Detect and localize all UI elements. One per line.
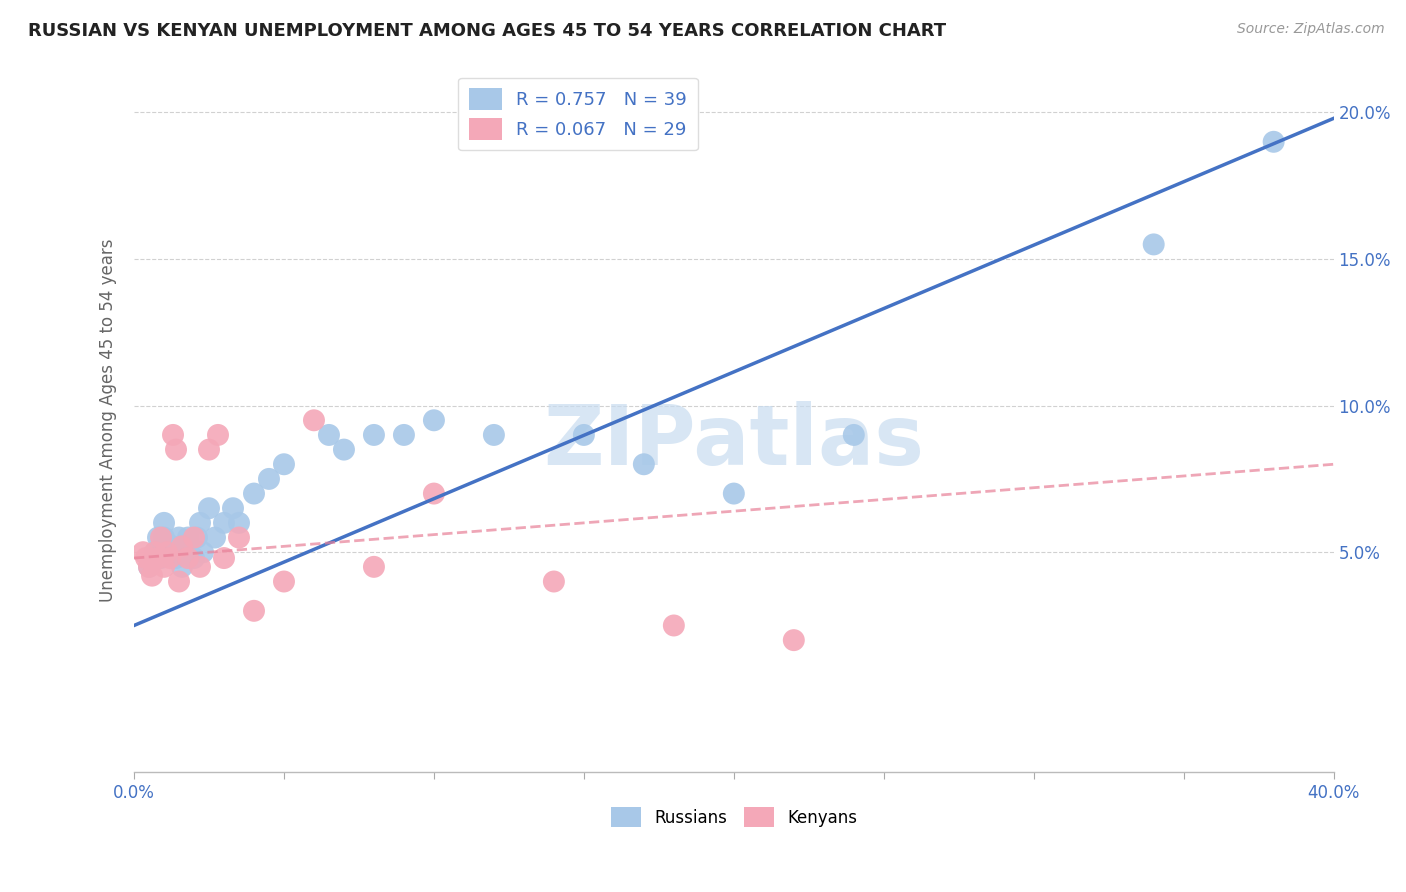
Point (302, 413, 325, 427)
Point (633, 457, 655, 471)
Point (723, 486, 745, 500)
Point (153, 531, 176, 545)
Point (156, 545, 179, 559)
Point (482, 428, 505, 442)
Point (423, 413, 446, 427)
Point (257, 472, 280, 486)
Point (1263, 135, 1285, 149)
Point (150, 531, 173, 545)
Point (153, 559, 176, 574)
Point (273, 457, 295, 471)
Point (392, 428, 415, 442)
Point (153, 516, 176, 530)
Point (228, 516, 250, 530)
Point (273, 574, 295, 589)
Point (783, 633, 806, 648)
Point (162, 428, 184, 442)
Point (222, 501, 245, 516)
Point (159, 551, 181, 566)
Point (204, 531, 226, 545)
Point (143, 545, 166, 559)
Point (170, 559, 193, 574)
Point (333, 442, 356, 457)
Text: ZIPatlas: ZIPatlas (543, 401, 924, 482)
Point (174, 545, 197, 559)
Point (186, 531, 208, 545)
Point (363, 559, 385, 574)
Point (159, 545, 181, 559)
Point (207, 428, 229, 442)
Point (423, 486, 446, 500)
Point (191, 545, 214, 559)
Point (177, 531, 200, 545)
Point (138, 559, 160, 574)
Point (212, 516, 235, 530)
Point (146, 551, 169, 566)
Point (167, 531, 190, 545)
Point (188, 516, 211, 530)
Point (167, 574, 190, 589)
Point (198, 501, 221, 516)
Point (162, 539, 184, 553)
Text: RUSSIAN VS KENYAN UNEMPLOYMENT AMONG AGES 45 TO 54 YEARS CORRELATION CHART: RUSSIAN VS KENYAN UNEMPLOYMENT AMONG AGE… (28, 22, 946, 40)
Point (153, 545, 176, 559)
Point (146, 531, 169, 545)
Point (188, 559, 211, 574)
Point (165, 551, 187, 566)
Point (141, 568, 163, 582)
Point (212, 551, 235, 566)
Point (363, 428, 385, 442)
Text: Source: ZipAtlas.com: Source: ZipAtlas.com (1237, 22, 1385, 37)
Point (138, 559, 160, 574)
Point (318, 428, 340, 442)
Point (167, 545, 190, 559)
Point (572, 428, 595, 442)
Point (170, 539, 193, 553)
Y-axis label: Unemployment Among Ages 45 to 54 years: Unemployment Among Ages 45 to 54 years (100, 238, 117, 602)
Legend: Russians, Kenyans: Russians, Kenyans (605, 800, 863, 834)
Point (183, 531, 205, 545)
Point (165, 442, 187, 457)
Point (198, 442, 221, 457)
Point (177, 551, 200, 566)
Point (842, 428, 865, 442)
Point (1143, 237, 1166, 252)
Point (228, 531, 250, 545)
Point (183, 551, 205, 566)
Point (243, 604, 266, 618)
Point (243, 486, 266, 500)
Point (143, 545, 166, 559)
Point (150, 551, 173, 566)
Point (132, 545, 155, 559)
Point (662, 618, 685, 632)
Point (543, 574, 565, 589)
Point (135, 551, 157, 566)
